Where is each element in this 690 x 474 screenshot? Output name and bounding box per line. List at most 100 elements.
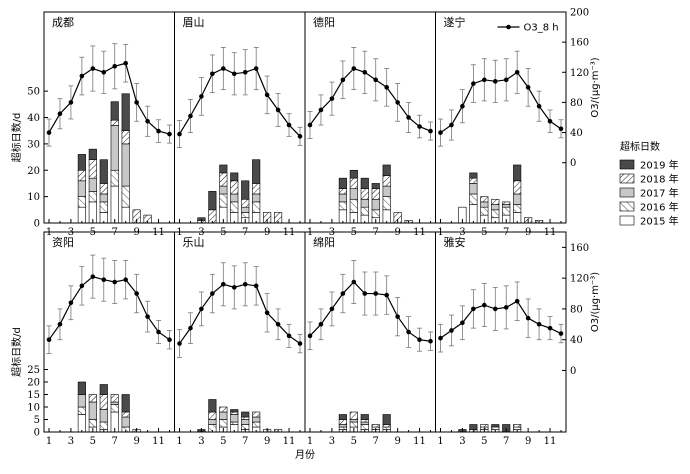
bar-2018	[252, 183, 261, 195]
o3-point	[46, 337, 52, 342]
bar-2018	[360, 419, 369, 423]
o3-point	[46, 130, 52, 135]
left-y-tick-label: 5	[34, 415, 40, 426]
o3-point	[525, 315, 531, 321]
bar-2018	[230, 411, 239, 415]
o3-point	[395, 314, 400, 319]
o3-point	[286, 122, 292, 128]
legend-swatch	[619, 159, 635, 170]
bar-2019	[491, 424, 500, 428]
bar-2017	[121, 416, 130, 428]
legend-swatch	[619, 187, 635, 198]
x-tick-label: 9	[264, 436, 270, 447]
bar-2016	[88, 419, 97, 428]
bar-2016	[491, 209, 500, 219]
left-y-tick-label: 10	[27, 192, 40, 203]
bar-2017	[110, 401, 119, 405]
bar-2019	[513, 164, 522, 182]
bar-2018	[338, 419, 347, 425]
o3-line	[440, 71, 562, 134]
bar-2018	[110, 394, 119, 403]
panel-title: 德阳	[313, 15, 335, 29]
o3-point	[90, 66, 96, 71]
o3-point	[242, 282, 248, 287]
o3-point	[123, 277, 128, 282]
bar-2017	[88, 177, 97, 192]
x-tick-label: 1	[307, 436, 313, 447]
bar-2016	[99, 421, 108, 430]
o3-point	[340, 77, 346, 83]
o3-point	[362, 69, 368, 75]
bar-2018	[241, 198, 250, 208]
right-y-tick-label: 80	[570, 304, 583, 315]
left-y-tick-label: 0	[34, 428, 40, 439]
bar-2018	[371, 424, 380, 428]
bar-2018	[491, 198, 500, 205]
right-y-tick-label: 40	[570, 335, 583, 346]
o3-point	[329, 306, 335, 312]
o3-point	[101, 277, 107, 282]
bar-2018	[110, 119, 119, 126]
bar-2018	[121, 411, 130, 418]
o3-point	[471, 306, 476, 312]
o3-point	[482, 302, 487, 308]
bar-2019	[338, 177, 347, 190]
bar-2015	[110, 185, 119, 224]
bar-2018	[219, 406, 228, 413]
bar-2016	[360, 206, 369, 216]
bar-2019	[252, 159, 261, 184]
o3-point	[318, 107, 324, 113]
bar-2017	[480, 201, 489, 208]
panel-title: 绵阳	[313, 235, 335, 249]
panel-frame	[304, 11, 436, 224]
o3-point	[503, 305, 509, 310]
bar-2015	[77, 414, 86, 433]
legend-year-label: 2018 年	[640, 173, 679, 186]
bar-2019	[77, 381, 86, 395]
bar-2018	[371, 188, 380, 200]
x-tick-label: 5	[220, 436, 226, 447]
bar-2018	[338, 188, 347, 195]
panel-frame	[174, 11, 306, 224]
bar-2016	[349, 198, 358, 213]
shared-axes: 0102030405005101520250408012016020004080…	[10, 8, 601, 462]
x-tick-label: 1	[437, 436, 443, 447]
bar-2018	[360, 188, 369, 200]
bar-2016	[513, 426, 522, 430]
bar-2017	[110, 125, 119, 171]
right-y-tick-label: 200	[570, 8, 589, 19]
o3-point	[503, 77, 509, 83]
right-y-axis-title: O3/(μg·m⁻³)	[590, 272, 601, 332]
o3-point	[525, 85, 531, 90]
panel-雅安: 雅安 1 3 5 7 9 11	[435, 231, 567, 447]
x-tick-label: 9	[394, 436, 400, 447]
o3-point	[177, 341, 182, 346]
bar-2019	[469, 172, 478, 179]
o3-point	[275, 107, 281, 113]
o3-line	[179, 283, 301, 345]
bar-2019	[382, 414, 391, 425]
bar-2019	[241, 411, 250, 418]
bar-2016	[502, 206, 511, 216]
o3-point	[221, 282, 226, 287]
o3-point	[286, 333, 292, 339]
o3-point	[79, 283, 85, 289]
x-tick-label: 7	[112, 436, 118, 447]
legend-swatch	[619, 215, 635, 226]
bar-2019	[121, 394, 130, 413]
o3-point	[384, 292, 389, 298]
left-y-tick-label: 0	[34, 219, 40, 230]
left-y-tick-label: 15	[27, 390, 40, 401]
x-tick-label: 9	[133, 436, 139, 447]
panel-frame	[43, 11, 175, 224]
legend-title: 超标日数	[620, 140, 660, 153]
o3-point	[340, 291, 346, 296]
bar-2018	[469, 177, 478, 184]
o3-point	[362, 291, 368, 296]
bar-2017	[230, 414, 239, 423]
panel-title: 资阳	[52, 236, 74, 249]
x-tick-label: 7	[373, 436, 379, 447]
bar-2019	[382, 164, 391, 176]
o3-point	[221, 66, 226, 71]
